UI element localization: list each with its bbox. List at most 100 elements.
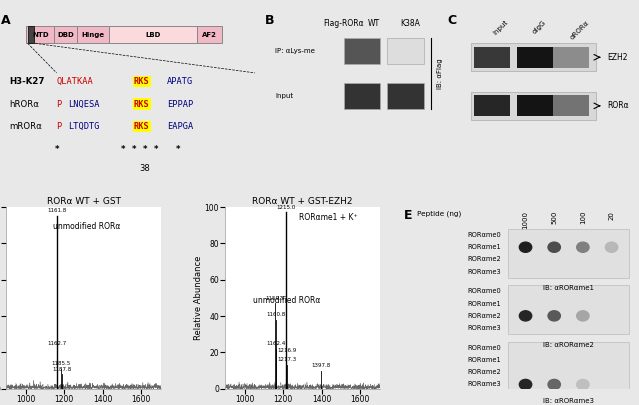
Text: *: * [142,145,147,154]
Text: 1162.7: 1162.7 [47,341,66,346]
Text: 1216.9: 1216.9 [277,348,296,353]
Text: RORαme1: RORαme1 [468,301,501,307]
Text: RORαme1: RORαme1 [468,357,501,363]
Circle shape [520,311,532,321]
Text: RORαme0: RORαme0 [468,345,501,351]
Text: LBD: LBD [146,32,161,38]
Text: Hinge: Hinge [81,32,105,38]
Text: 1215.0: 1215.0 [277,205,296,210]
Text: mRORα: mRORα [9,122,42,131]
Bar [475,47,511,68]
Text: EAPGA: EAPGA [167,122,193,131]
Text: RORαme0: RORαme0 [468,232,501,238]
Text: 1159.5: 1159.5 [266,296,285,301]
Text: *: * [54,145,59,154]
Text: 1000: 1000 [523,211,528,229]
Text: RKS: RKS [134,77,150,86]
Circle shape [548,311,560,321]
Text: RORαme1: RORαme1 [468,244,501,250]
Text: IB: αRORαme3: IB: αRORαme3 [543,398,594,404]
Text: hRORα: hRORα [9,100,39,109]
Circle shape [548,379,560,390]
Bar [471,92,596,120]
Text: NTD: NTD [32,32,49,38]
Text: C: C [447,14,457,27]
Text: Input: Input [493,19,509,36]
Text: EPPAP: EPPAP [167,100,193,109]
Text: RORαme0: RORαme0 [468,288,501,294]
Title: RORα WT + GST: RORα WT + GST [47,197,121,206]
Circle shape [577,379,589,390]
Text: 1161.8: 1161.8 [47,208,66,213]
Text: E: E [404,209,413,222]
Text: 1160.8: 1160.8 [266,312,285,317]
Bar [553,47,589,68]
Bar [508,285,629,334]
Text: Flag-RORα: Flag-RORα [323,19,364,28]
Text: WT: WT [367,19,380,28]
Text: RORαme3: RORαme3 [468,325,501,331]
Bar [344,83,380,109]
Text: unmodified RORα: unmodified RORα [253,296,321,305]
Text: *: * [132,145,136,154]
Text: K38A: K38A [401,19,420,28]
Text: P: P [57,122,62,131]
Text: H3-K27: H3-K27 [9,77,44,86]
Text: IB: αRORαme2: IB: αRORαme2 [543,341,594,347]
Text: 1397.8: 1397.8 [312,363,331,368]
Text: 1217.3: 1217.3 [277,358,296,362]
Title: RORα WT + GST-EZH2: RORα WT + GST-EZH2 [252,197,353,206]
Circle shape [548,242,560,252]
Text: Input: Input [275,93,293,99]
Text: 1162.4: 1162.4 [266,341,286,346]
Text: P: P [57,100,62,109]
Y-axis label: Relative Abundance: Relative Abundance [194,256,203,340]
Bar [26,26,54,43]
Text: 1187.8: 1187.8 [52,367,72,371]
Circle shape [605,242,618,252]
Text: B: B [265,14,274,27]
Text: 500: 500 [551,211,557,224]
Text: αRORα: αRORα [569,19,591,40]
Text: Peptide (ng): Peptide (ng) [417,211,462,217]
Bar [475,96,511,116]
Text: LTQDTG: LTQDTG [68,122,99,131]
Text: DBD: DBD [57,32,73,38]
Text: αIgG: αIgG [532,19,548,35]
Text: RORαme3: RORαme3 [468,382,501,388]
Bar [508,229,629,278]
Bar [77,26,109,43]
Text: unmodified RORα: unmodified RORα [52,222,120,231]
Text: RKS: RKS [134,100,150,109]
Bar [471,43,596,71]
Text: *: * [121,145,125,154]
Bar [387,38,424,64]
Circle shape [577,311,589,321]
Text: RORαme1 + K⁺: RORαme1 + K⁺ [300,213,358,222]
Text: RORαme3: RORαme3 [468,269,501,275]
Text: RORαme2: RORαme2 [468,256,501,262]
Text: IB: αRORαme1: IB: αRORαme1 [543,285,594,291]
Text: A: A [1,14,11,27]
Text: LNQESA: LNQESA [68,100,99,109]
Text: AF2: AF2 [202,32,217,38]
Bar [27,26,34,43]
Bar [344,38,380,64]
Circle shape [520,242,532,252]
Text: APATG: APATG [167,77,193,86]
Text: IP: αLys-me: IP: αLys-me [275,48,315,54]
Text: RORαme2: RORαme2 [468,313,501,319]
Text: *: * [176,145,180,154]
Text: RORα: RORα [607,101,629,110]
Text: EZH2: EZH2 [607,53,627,62]
Text: 100: 100 [580,211,586,224]
Text: 1185.5: 1185.5 [52,361,71,366]
Text: 20: 20 [608,211,615,220]
Text: QLATKAА: QLATKAА [57,77,93,86]
Bar [518,47,553,68]
Bar [109,26,197,43]
Bar [54,26,77,43]
Circle shape [577,242,589,252]
Bar [197,26,222,43]
Bar [518,96,553,116]
